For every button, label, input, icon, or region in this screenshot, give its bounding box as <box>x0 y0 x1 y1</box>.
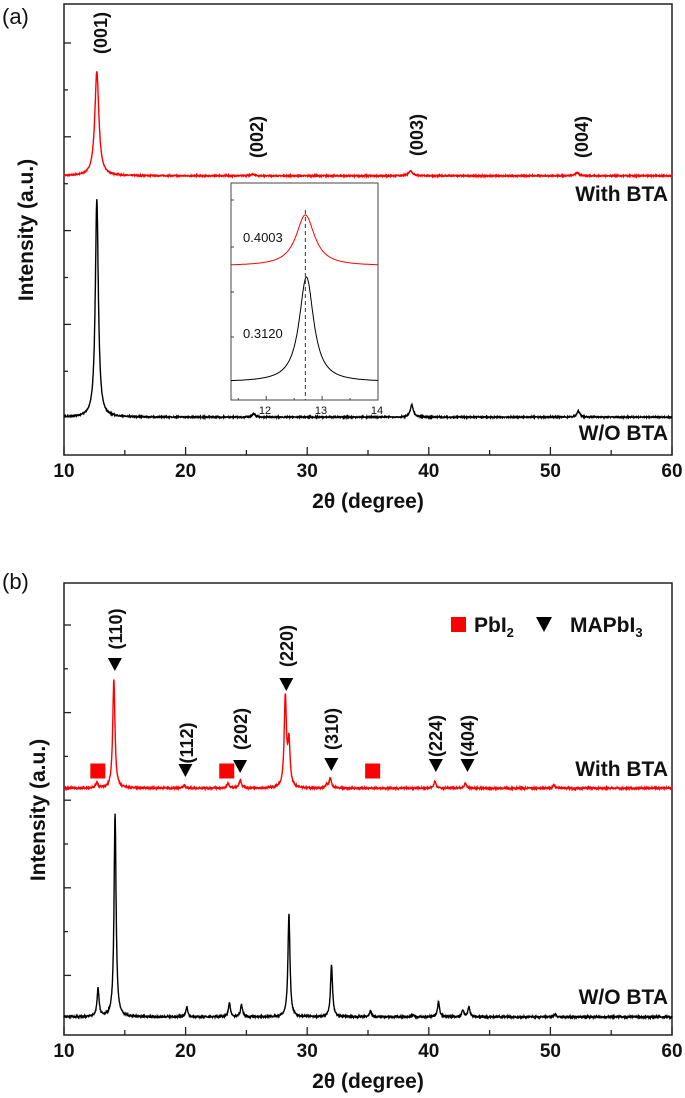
legend: PbI2 MAPbI3 <box>451 614 643 640</box>
inset-fwhm-wo-bta: 0.3120 <box>243 326 283 341</box>
legend-pbi2-label: PbI2 <box>474 614 514 640</box>
x-tick-label: 20 <box>175 1041 196 1062</box>
legend-mapbi3-label: MAPbI3 <box>570 614 643 640</box>
peak-label-001: (001) <box>91 12 111 54</box>
mapbi3-triangle-marker <box>428 759 443 772</box>
legend-mapbi3-triangle-icon <box>536 617 552 632</box>
y-axis-title-a: Intensity (a.u.) <box>15 159 38 301</box>
peak-label-202: (202) <box>231 708 251 750</box>
inset-line-wo-bta <box>231 276 379 382</box>
mapbi3-triangle-marker <box>324 758 339 771</box>
x-tick-label: 40 <box>418 1041 439 1062</box>
panel-label-a: (a) <box>2 4 29 29</box>
mapbi3-triangle-marker <box>460 759 475 772</box>
y-axis-title-b: Intensity (a.u.) <box>27 739 50 881</box>
series-label-with-bta-b: With BTA <box>575 758 668 781</box>
inset-frame <box>230 182 379 401</box>
x-tick-label: 40 <box>418 461 439 482</box>
x-tick-label: 50 <box>540 1041 561 1062</box>
series-line-wo-bta <box>63 813 673 1021</box>
peak-label-224: (224) <box>426 715 446 757</box>
peak-label-110: (110) <box>106 608 126 649</box>
mapbi3-triangle-marker <box>233 760 248 773</box>
peak-label-310: (310) <box>322 708 342 750</box>
series-label-with-bta-a: With BTA <box>575 183 668 206</box>
phase-markers <box>90 658 475 779</box>
inset: 12 13 14 0.4003 0.3120 <box>230 182 383 417</box>
inset-x-tick-label: 12 <box>259 405 271 417</box>
peak-label-003: (003) <box>407 114 427 156</box>
x-tick-label: 10 <box>53 1041 74 1062</box>
x-tick-label: 30 <box>297 1041 318 1062</box>
pbi2-square-marker <box>90 763 106 779</box>
inset-curves <box>230 199 379 400</box>
pbi2-square-marker <box>219 763 235 779</box>
panel-a: (a) 10 20 30 40 50 60 2θ (degree) Intens… <box>2 3 683 513</box>
series-label-wo-bta-a: W/O BTA <box>579 422 668 445</box>
legend-pbi2-square-icon <box>451 617 466 632</box>
peak-label-220: (220) <box>277 625 297 667</box>
series-line-with-bta <box>63 71 673 180</box>
series-line-with-bta <box>63 679 673 792</box>
x-tick-label: 30 <box>297 461 318 482</box>
x-axis-title-a: 2θ (degree) <box>312 490 424 513</box>
plot-frame-b <box>63 582 673 1036</box>
x-tick-label: 60 <box>661 1041 682 1062</box>
axis-ticks-a <box>63 42 673 455</box>
peak-label-404: (404) <box>458 715 478 757</box>
panel-label-b: (b) <box>2 569 29 594</box>
axis-ticks-b <box>63 624 673 1035</box>
series-label-wo-bta-b: W/O BTA <box>579 986 668 1009</box>
peak-label-004: (004) <box>572 116 592 158</box>
curves-a <box>63 71 673 421</box>
series-line-wo-bta <box>63 199 673 421</box>
inset-line-with-bta <box>230 214 378 266</box>
mapbi3-triangle-marker <box>107 658 122 671</box>
mapbi3-triangle-marker <box>178 764 193 777</box>
pbi2-square-marker <box>365 763 381 779</box>
inset-fwhm-with-bta: 0.4003 <box>243 230 283 245</box>
x-tick-label: 60 <box>661 461 682 482</box>
x-tick-label: 20 <box>175 461 196 482</box>
peak-label-002: (002) <box>247 116 267 158</box>
inset-x-tick-label: 14 <box>371 405 383 417</box>
peak-label-112: (112) <box>177 722 197 763</box>
inset-x-tick-label: 13 <box>315 405 327 417</box>
panel-b: (b) 10 20 30 40 50 60 2θ (degree) Intens… <box>2 569 683 1093</box>
x-tick-label: 10 <box>53 461 74 482</box>
mapbi3-triangle-marker <box>279 678 294 691</box>
curves-b <box>63 679 673 1021</box>
x-axis-title-b: 2θ (degree) <box>312 1070 424 1093</box>
x-tick-label: 50 <box>540 461 561 482</box>
